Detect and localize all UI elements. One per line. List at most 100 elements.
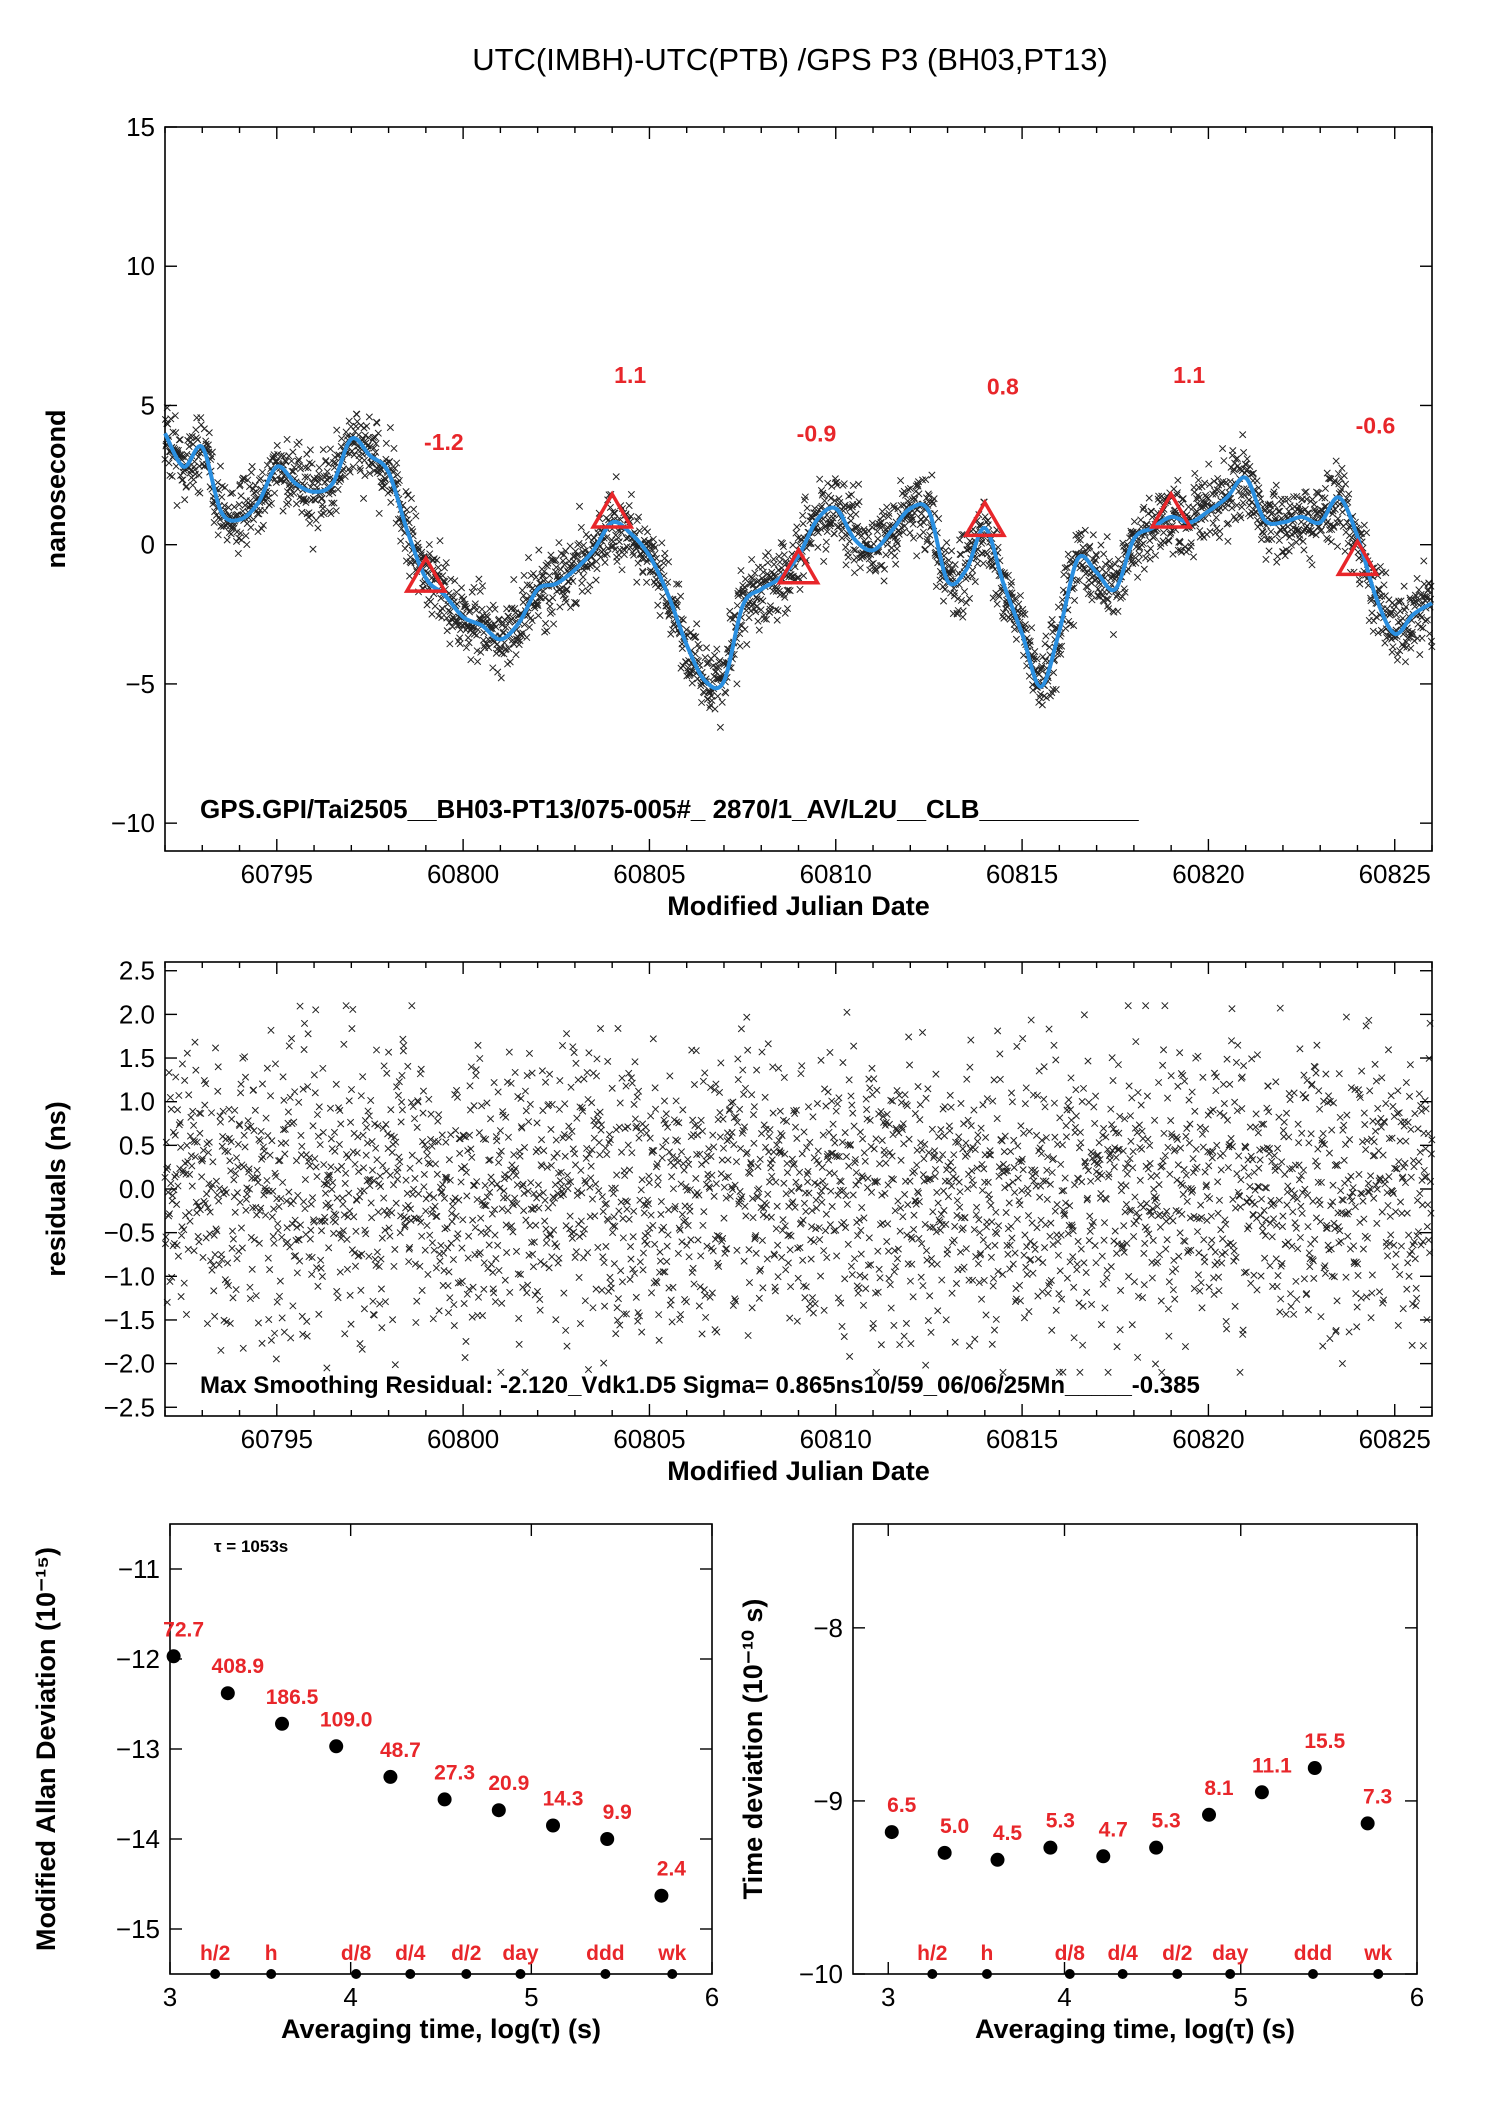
raw-point	[548, 608, 556, 616]
residual-point	[776, 1107, 784, 1115]
residual-point	[332, 1080, 340, 1088]
raw-point	[670, 621, 678, 629]
residual-point	[951, 1222, 959, 1230]
raw-point	[271, 489, 279, 497]
residual-point	[280, 1096, 288, 1104]
raw-point	[1332, 457, 1340, 465]
raw-point	[745, 614, 753, 622]
residual-point	[475, 1129, 483, 1137]
residual-point	[902, 1319, 910, 1327]
residual-point	[924, 1085, 932, 1093]
residual-point	[859, 1135, 867, 1143]
residual-point	[660, 1097, 669, 1105]
raw-point	[281, 456, 289, 464]
residual-point	[360, 1305, 368, 1313]
raw-point	[1272, 481, 1280, 489]
residual-point	[466, 1106, 474, 1114]
residual-point	[669, 1283, 677, 1291]
raw-point	[784, 586, 792, 594]
residual-point	[1041, 1244, 1049, 1252]
residual-point	[910, 1211, 918, 1219]
raw-point	[693, 620, 701, 628]
residual-point	[273, 1298, 281, 1306]
residual-point	[816, 1236, 824, 1244]
residual-point	[920, 1155, 928, 1163]
raw-point	[665, 612, 673, 620]
raw-point	[1400, 582, 1408, 590]
raw-point	[304, 473, 312, 481]
residual-point	[472, 1072, 480, 1080]
residual-point	[635, 1087, 643, 1095]
raw-point	[710, 672, 718, 681]
raw-point	[326, 507, 334, 516]
raw-point	[1360, 521, 1368, 529]
raw-point	[621, 546, 629, 554]
residual-point	[470, 1181, 478, 1189]
residual-point	[1025, 1307, 1033, 1316]
residual-point	[791, 1203, 799, 1211]
raw-point	[330, 499, 338, 507]
residual-point	[982, 1133, 990, 1141]
raw-point	[1276, 507, 1284, 515]
raw-point	[1081, 526, 1089, 534]
residual-point	[588, 1099, 596, 1107]
residual-point	[440, 1249, 448, 1257]
residual-point	[654, 1174, 662, 1182]
residual-point	[354, 1133, 362, 1141]
residual-point	[488, 1179, 496, 1187]
residual-point	[904, 1201, 912, 1209]
residual-point	[504, 1133, 512, 1141]
residual-point	[520, 1143, 529, 1151]
residual-point	[916, 1101, 924, 1109]
raw-point	[919, 528, 927, 536]
y-tick-label: −5	[125, 669, 155, 699]
residual-point	[622, 1082, 630, 1090]
residual-point	[1063, 1274, 1071, 1282]
raw-point	[781, 609, 789, 617]
residual-point	[175, 1091, 183, 1100]
raw-point	[759, 597, 767, 605]
residual-point	[378, 1234, 386, 1242]
residual-point	[601, 1144, 610, 1152]
residual-point	[359, 1073, 367, 1081]
residual-point	[347, 1118, 355, 1126]
residual-point	[626, 1166, 634, 1174]
raw-point	[764, 559, 772, 567]
raw-point	[983, 550, 991, 558]
raw-point	[783, 605, 792, 613]
raw-point	[759, 568, 767, 576]
residual-point	[523, 1289, 531, 1297]
x-tick-label: 60795	[241, 859, 313, 889]
raw-point	[361, 431, 369, 440]
residual-point	[952, 1280, 961, 1288]
raw-point	[1201, 479, 1209, 487]
residual-point	[956, 1248, 965, 1256]
residual-point	[1048, 1168, 1056, 1177]
residual-point	[404, 1201, 412, 1210]
residual-point	[1046, 1232, 1054, 1240]
raw-point	[856, 564, 864, 572]
residual-point	[1007, 1147, 1015, 1156]
residual-point	[854, 1289, 862, 1297]
raw-point	[302, 498, 310, 506]
residual-point	[411, 1174, 419, 1183]
raw-point	[1064, 550, 1072, 558]
residual-point	[556, 1177, 564, 1185]
raw-point	[237, 529, 245, 537]
residual-point	[363, 1123, 371, 1131]
residual-point	[826, 1048, 834, 1056]
raw-point	[578, 587, 586, 596]
raw-point	[577, 523, 585, 531]
raw-point	[220, 522, 228, 530]
residual-point	[346, 1291, 354, 1299]
residual-point	[480, 1259, 488, 1267]
raw-point	[489, 664, 497, 672]
residual-point	[668, 1173, 676, 1181]
raw-point	[852, 510, 860, 518]
raw-point	[1369, 627, 1377, 635]
residual-point	[752, 1249, 760, 1257]
residual-point	[843, 1200, 851, 1208]
residual-point	[205, 1138, 213, 1146]
residual-point	[408, 1151, 416, 1159]
residual-point	[281, 1150, 289, 1158]
